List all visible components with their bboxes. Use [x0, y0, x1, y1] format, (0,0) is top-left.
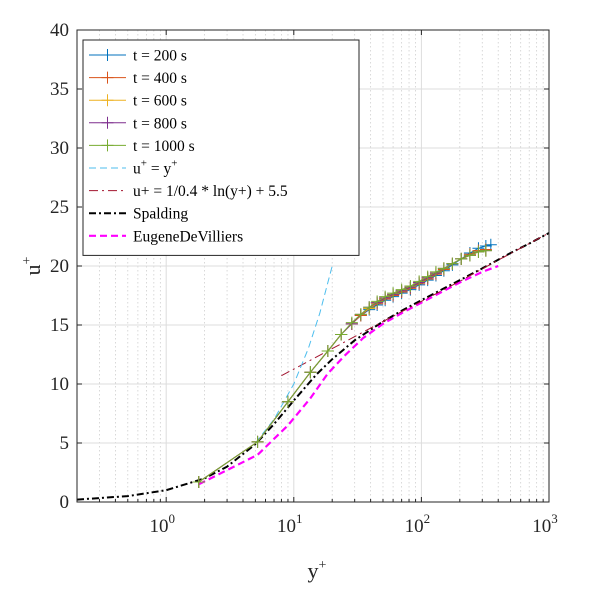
- legend-item: EugeneDeVilliers: [89, 228, 243, 245]
- legend-marker: [101, 49, 114, 61]
- series-line: [76, 232, 550, 501]
- legend-item: t = 1000 s: [89, 138, 195, 155]
- series-7: [76, 232, 550, 501]
- y-tick-label: 35: [50, 79, 69, 100]
- data-point: [321, 344, 334, 357]
- y-tick-label: 0: [60, 492, 70, 513]
- legend-item: t = 200 s: [89, 48, 187, 65]
- data-point: [354, 308, 367, 321]
- data-point: [335, 328, 348, 341]
- x-tick-label: 101: [277, 511, 303, 537]
- legend-item: Spalding: [89, 206, 188, 223]
- data-point: [413, 275, 426, 288]
- tick-layer: 0 5 10 15 20 25 30 35 40 100 101 102 103: [50, 20, 558, 537]
- legend: t = 200 s t = 400 s t = 600 s t = 800 s t = …: [82, 39, 360, 256]
- legend-item: t = 400 s: [89, 70, 187, 87]
- legend-label: t = 600 s: [133, 93, 187, 110]
- legend-label: t = 400 s: [133, 70, 187, 87]
- legend-label: Spalding: [133, 206, 188, 223]
- y-tick-label: 30: [50, 138, 69, 159]
- series-6: [281, 232, 550, 377]
- series-4: [192, 244, 492, 488]
- y-tick-label: 40: [50, 20, 69, 41]
- series-line: [281, 232, 550, 377]
- x-tick-label: 103: [532, 511, 558, 537]
- data-point: [429, 265, 442, 278]
- legend-item: t = 600 s: [89, 93, 187, 110]
- data-point: [371, 295, 384, 308]
- data-point: [472, 245, 485, 258]
- data-point: [304, 366, 317, 379]
- legend-item: u+ = 1/0.4 * ln(y+) + 5.5: [89, 183, 288, 200]
- data-point: [387, 287, 400, 300]
- grid: [77, 30, 549, 502]
- data-point: [484, 238, 497, 251]
- y-tick-label: 20: [50, 256, 69, 277]
- legend-marker: [101, 71, 114, 84]
- y-axis-label: u+: [20, 256, 45, 275]
- legend-marker: [101, 94, 114, 107]
- series-line: [198, 264, 499, 486]
- x-axis-label: y+: [308, 558, 327, 583]
- legend-marker: [101, 139, 114, 152]
- legend-label: u+ = 1/0.4 * ln(y+) + 5.5: [133, 183, 288, 200]
- data-point: [251, 435, 264, 448]
- y-tick-label: 15: [50, 315, 69, 336]
- data-point: [363, 301, 376, 314]
- y-tick-label: 25: [50, 197, 69, 218]
- x-tick-label: 102: [405, 511, 431, 537]
- legend-label: t = 800 s: [133, 115, 187, 132]
- data-point: [437, 262, 450, 275]
- legend-label: t = 200 s: [133, 48, 187, 65]
- series-5: [255, 265, 333, 444]
- legend-marker: [101, 116, 114, 129]
- data-point: [281, 395, 294, 408]
- data-point: [395, 283, 408, 296]
- legend-box: [82, 39, 360, 256]
- series-line: [255, 265, 333, 444]
- data-point: [345, 316, 358, 329]
- legend-label: EugeneDeVilliers: [133, 228, 243, 245]
- y-tick-label: 5: [60, 433, 70, 454]
- data-point: [404, 280, 417, 293]
- x-tick-label: 100: [149, 511, 175, 537]
- data-point: [379, 290, 392, 303]
- series-8: [198, 264, 499, 486]
- data-point: [479, 244, 492, 257]
- data-point: [192, 475, 205, 488]
- data-point: [463, 249, 476, 262]
- data-point: [455, 252, 468, 265]
- legend-label: u+ = y+: [133, 158, 177, 178]
- legend-label: t = 1000 s: [133, 138, 195, 155]
- data-point: [446, 257, 459, 270]
- series-layer: [76, 232, 550, 501]
- y-tick-label: 10: [50, 374, 69, 395]
- data-point: [421, 270, 434, 283]
- legend-item: t = 800 s: [89, 115, 187, 132]
- legend-item: u+ = y+: [89, 158, 177, 178]
